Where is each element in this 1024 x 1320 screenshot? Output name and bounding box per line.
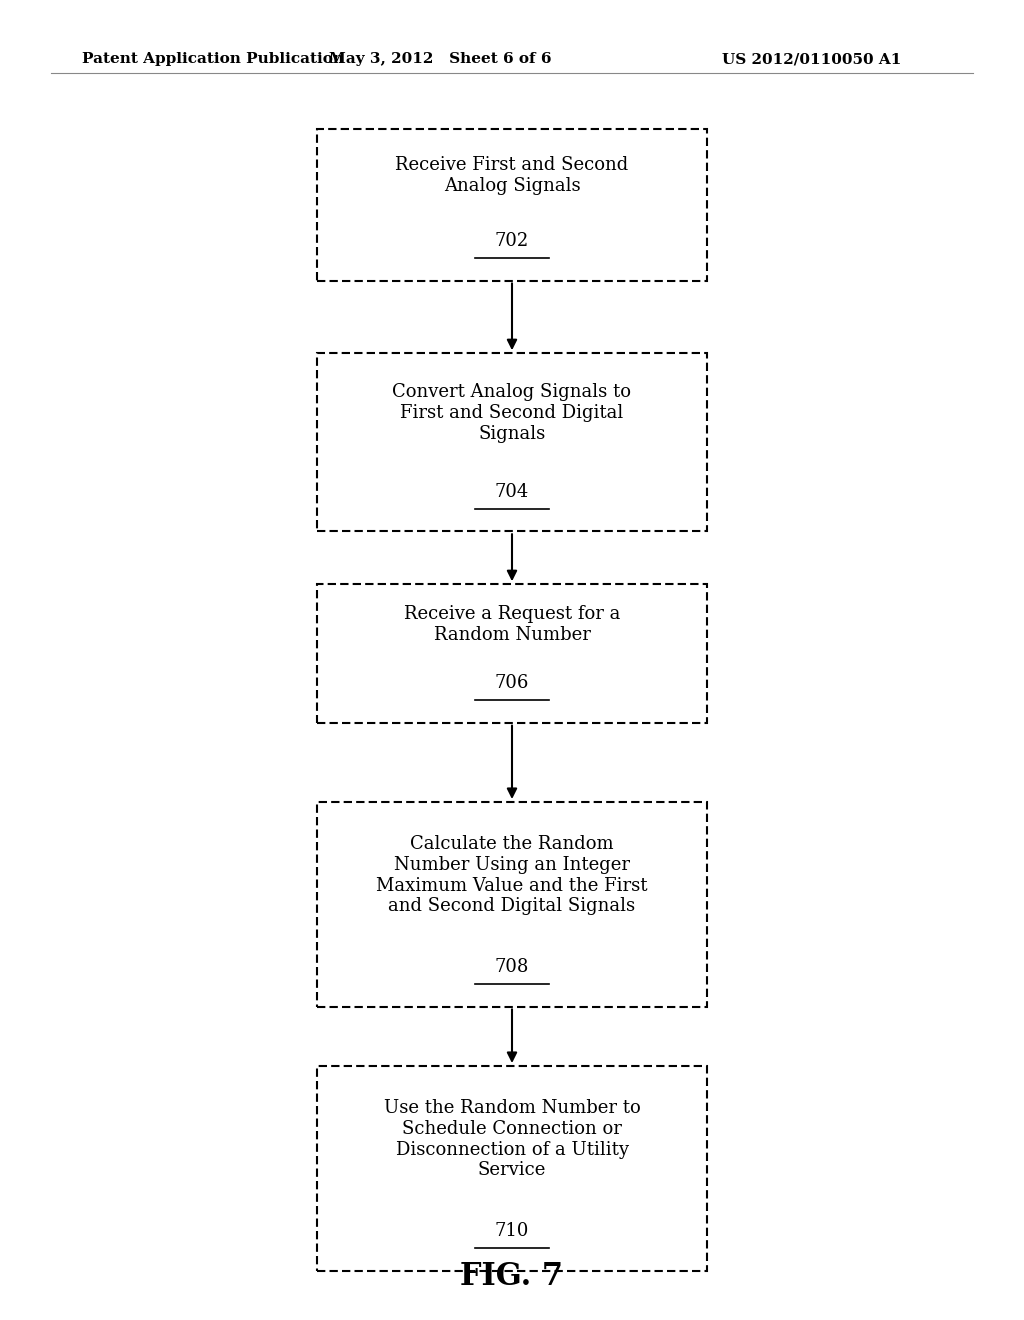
Text: May 3, 2012   Sheet 6 of 6: May 3, 2012 Sheet 6 of 6 — [329, 53, 552, 66]
Text: 706: 706 — [495, 675, 529, 692]
Text: Receive a Request for a
Random Number: Receive a Request for a Random Number — [403, 605, 621, 644]
Text: FIG. 7: FIG. 7 — [461, 1261, 563, 1292]
Text: Use the Random Number to
Schedule Connection or
Disconnection of a Utility
Servi: Use the Random Number to Schedule Connec… — [384, 1100, 640, 1179]
Text: Receive First and Second
Analog Signals: Receive First and Second Analog Signals — [395, 156, 629, 195]
Text: 710: 710 — [495, 1222, 529, 1239]
FancyBboxPatch shape — [317, 352, 707, 531]
FancyBboxPatch shape — [317, 803, 707, 1006]
Text: 704: 704 — [495, 483, 529, 500]
Text: US 2012/0110050 A1: US 2012/0110050 A1 — [722, 53, 901, 66]
FancyBboxPatch shape — [317, 583, 707, 722]
FancyBboxPatch shape — [317, 129, 707, 281]
Text: Patent Application Publication: Patent Application Publication — [82, 53, 344, 66]
FancyBboxPatch shape — [317, 1067, 707, 1270]
Text: Convert Analog Signals to
First and Second Digital
Signals: Convert Analog Signals to First and Seco… — [392, 383, 632, 444]
Text: 708: 708 — [495, 958, 529, 975]
Text: 702: 702 — [495, 232, 529, 249]
Text: Calculate the Random
Number Using an Integer
Maximum Value and the First
and Sec: Calculate the Random Number Using an Int… — [376, 836, 648, 915]
